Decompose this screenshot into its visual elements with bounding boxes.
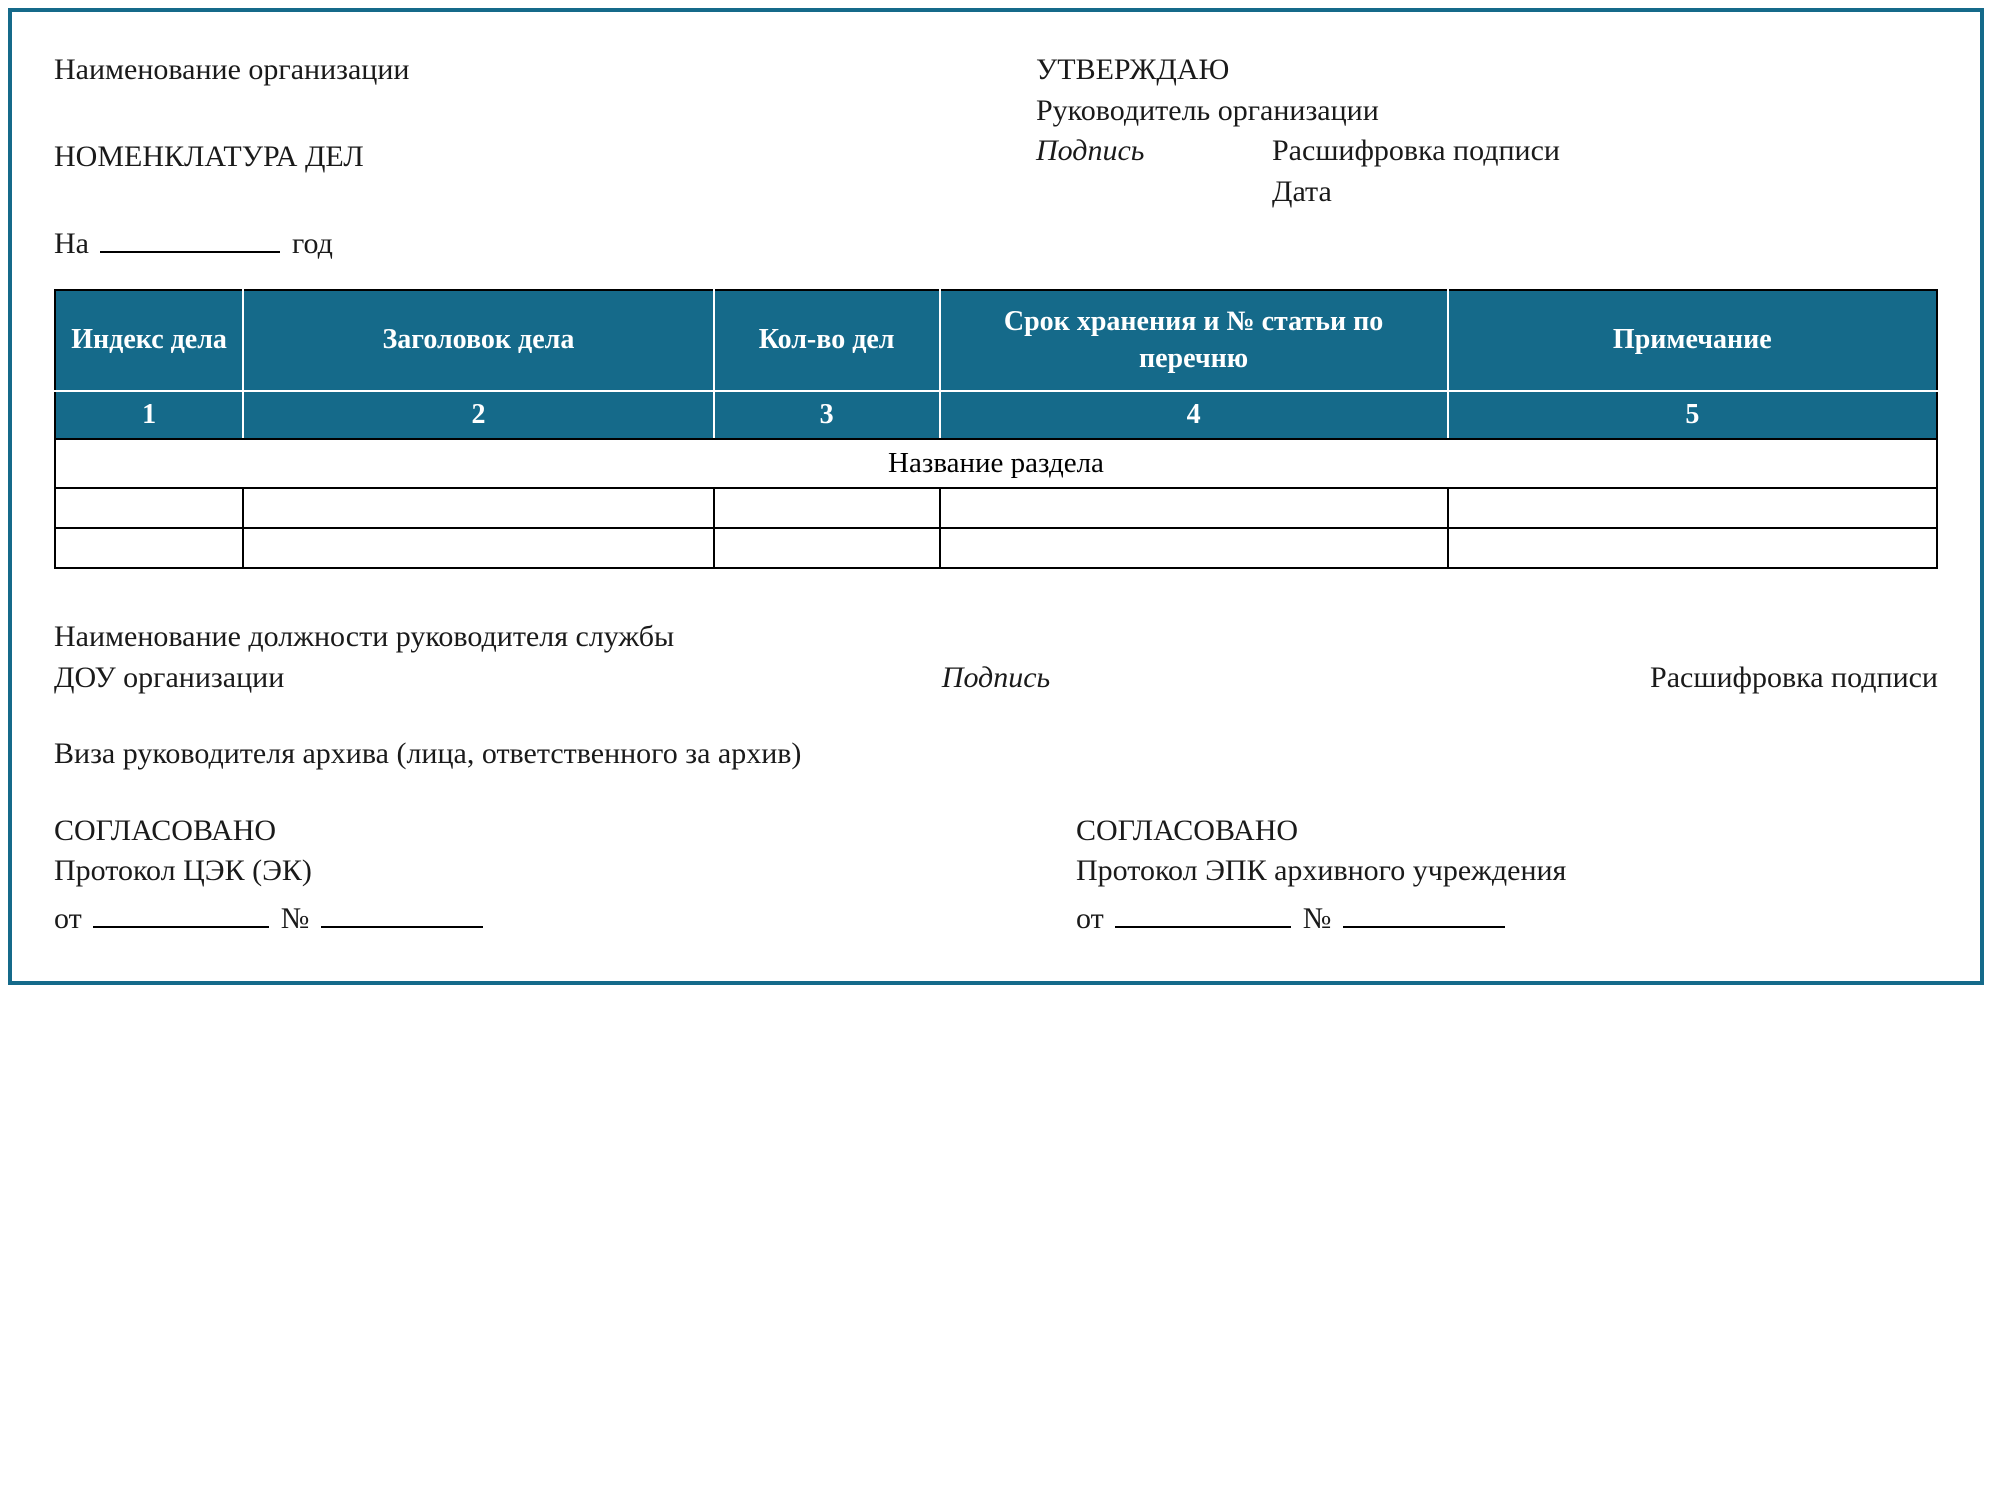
from-blank[interactable] <box>1115 898 1291 928</box>
signature-label: Подпись <box>1036 131 1256 172</box>
col-number: 2 <box>243 391 714 439</box>
col-header: Срок хранения и № статьи по перечню <box>940 290 1448 392</box>
table-cell[interactable] <box>714 528 940 568</box>
col-number: 3 <box>714 391 940 439</box>
nomenclature-table: Индекс дела Заголовок дела Кол-во дел Ср… <box>54 289 1938 570</box>
col-header: Примечание <box>1448 290 1937 392</box>
year-prefix: На <box>54 227 89 260</box>
sign-row: Наименование должности руководителя служ… <box>54 617 1938 698</box>
num-label: № <box>281 902 310 935</box>
header: Наименование организации НОМЕНКЛАТУРА ДЕ… <box>54 50 1938 265</box>
org-name-label: Наименование организации <box>54 50 996 91</box>
from-label: от <box>54 902 82 935</box>
agreement-left: СОГЛАСОВАНО Протокол ЦЭК (ЭК) от № <box>54 811 976 940</box>
num-blank[interactable] <box>1343 898 1505 928</box>
protocol-label: Протокол ЭПК архивного учреждения <box>1076 851 1938 892</box>
footer: Наименование должности руководителя служ… <box>54 617 1938 939</box>
num-blank[interactable] <box>321 898 483 928</box>
protocol-label: Протокол ЦЭК (ЭК) <box>54 851 976 892</box>
from-blank[interactable] <box>93 898 269 928</box>
col-number: 5 <box>1448 391 1937 439</box>
table-cell[interactable] <box>1448 488 1937 528</box>
decoding-label: Расшифровка подписи <box>1256 131 1560 172</box>
table-cell[interactable] <box>243 528 714 568</box>
col-header: Индекс дела <box>55 290 243 392</box>
table-cell[interactable] <box>243 488 714 528</box>
table-row <box>55 528 1937 568</box>
agreements: СОГЛАСОВАНО Протокол ЦЭК (ЭК) от № СОГЛА… <box>54 811 1938 940</box>
agreed-label: СОГЛАСОВАНО <box>1076 811 1938 852</box>
year-line: На год <box>54 223 996 265</box>
agreement-right: СОГЛАСОВАНО Протокол ЭПК архивного учреж… <box>1016 811 1938 940</box>
header-left: Наименование организации НОМЕНКЛАТУРА ДЕ… <box>54 50 996 265</box>
table-number-row: 1 2 3 4 5 <box>55 391 1937 439</box>
year-blank[interactable] <box>100 223 280 253</box>
approver-role: Руководитель организации <box>1036 91 1560 132</box>
document-frame: Наименование организации НОМЕНКЛАТУРА ДЕ… <box>8 8 1984 985</box>
date-label: Дата <box>1256 172 1332 213</box>
section-title-row: Название раздела <box>55 439 1937 488</box>
year-suffix: год <box>292 227 333 260</box>
table-cell[interactable] <box>55 528 243 568</box>
num-label: № <box>1303 902 1332 935</box>
footer-signature-label: Подпись <box>682 658 1310 699</box>
header-right: УТВЕРЖДАЮ Руководитель организации Подпи… <box>996 50 1938 265</box>
table-cell[interactable] <box>714 488 940 528</box>
position-label: Наименование должности руководителя служ… <box>54 617 682 698</box>
table-row <box>55 488 1937 528</box>
footer-decoding-label: Расшифровка подписи <box>1310 658 1938 699</box>
section-title-cell: Название раздела <box>55 439 1937 488</box>
col-header: Кол-во дел <box>714 290 940 392</box>
col-number: 4 <box>940 391 1448 439</box>
table-cell[interactable] <box>55 488 243 528</box>
col-number: 1 <box>55 391 243 439</box>
document-title: НОМЕНКЛАТУРА ДЕЛ <box>54 137 996 178</box>
table-cell[interactable] <box>940 528 1448 568</box>
table-header-row: Индекс дела Заголовок дела Кол-во дел Ср… <box>55 290 1937 392</box>
from-line: от № <box>1076 898 1938 940</box>
table-cell[interactable] <box>1448 528 1937 568</box>
col-header: Заголовок дела <box>243 290 714 392</box>
from-label: от <box>1076 902 1104 935</box>
from-line: от № <box>54 898 976 940</box>
table-cell[interactable] <box>940 488 1448 528</box>
approve-label: УТВЕРЖДАЮ <box>1036 50 1560 91</box>
visa-label: Виза руководителя архива (лица, ответств… <box>54 734 1938 775</box>
agreed-label: СОГЛАСОВАНО <box>54 811 976 852</box>
